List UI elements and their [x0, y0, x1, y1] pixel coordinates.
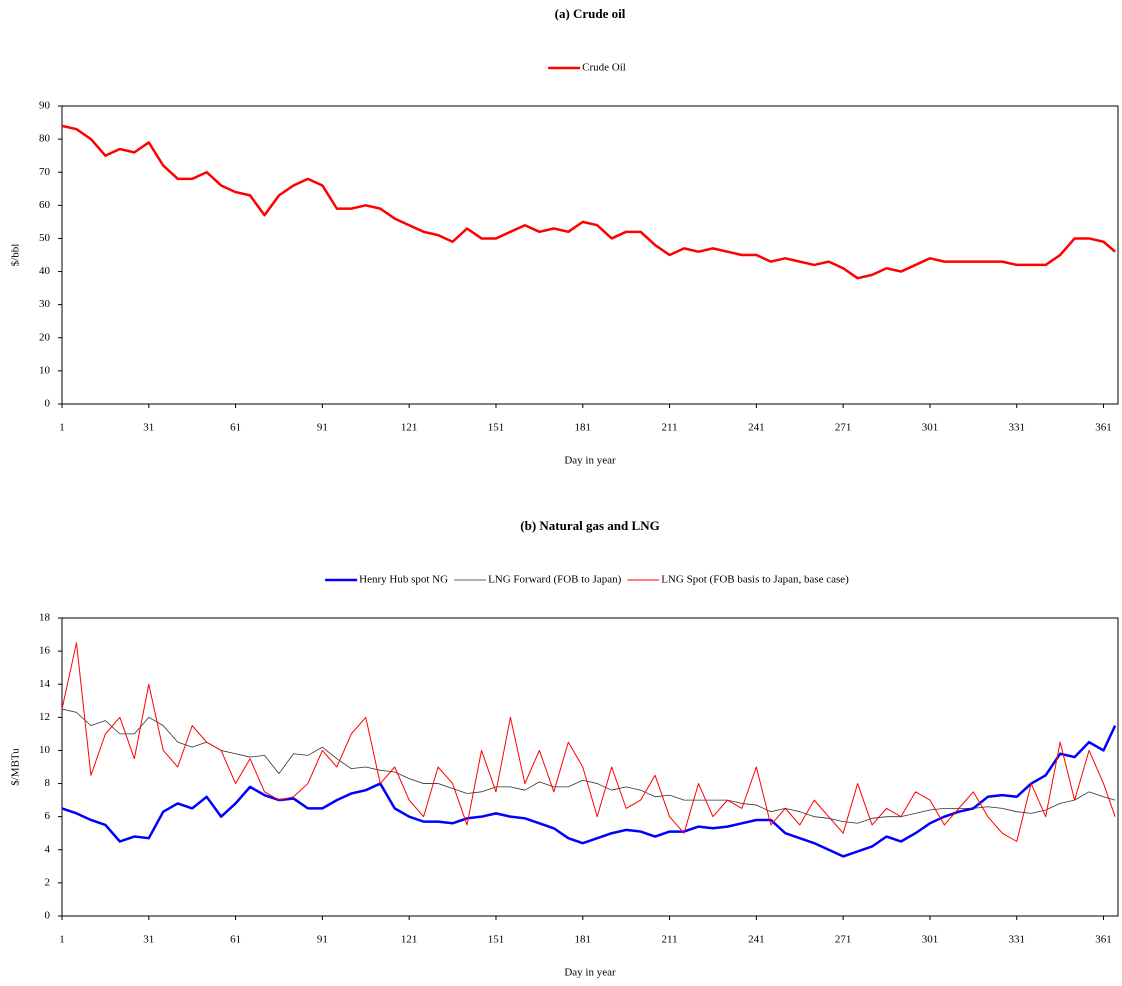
- legend-label: Henry Hub spot NG: [359, 574, 448, 586]
- x-axis-title: Day in year: [564, 455, 616, 467]
- y-tick-label: 0: [45, 910, 51, 922]
- y-tick-label: 14: [39, 678, 51, 690]
- y-axis-title: $/MBTu: [10, 748, 22, 786]
- x-tick-label: 121: [401, 934, 418, 946]
- y-tick-label: 80: [39, 133, 51, 145]
- y-tick-label: 10: [39, 744, 51, 756]
- series-line: [61, 642, 1116, 842]
- y-tick-label: 8: [45, 777, 51, 789]
- x-axis-title: Day in year: [564, 967, 616, 979]
- y-tick-label: 2: [45, 876, 51, 888]
- x-tick-label: 331: [1008, 422, 1025, 434]
- x-tick-label: 61: [230, 422, 241, 434]
- x-tick-label: 271: [835, 422, 852, 434]
- x-tick-label: 301: [922, 422, 939, 434]
- x-tick-label: 151: [488, 934, 505, 946]
- y-tick-label: 4: [45, 843, 51, 855]
- legend-label: Crude Oil: [582, 62, 626, 74]
- x-tick-label: 361: [1095, 934, 1112, 946]
- legend: Crude Oil: [548, 62, 626, 74]
- x-tick-label: 301: [922, 934, 939, 946]
- x-tick-label: 31: [143, 934, 154, 946]
- y-tick-label: 90: [39, 100, 51, 112]
- y-axis-title: $/bbl: [10, 244, 22, 267]
- plot-area: [61, 105, 1119, 405]
- x-tick-label: 361: [1095, 422, 1112, 434]
- y-tick-label: 6: [45, 810, 51, 822]
- x-tick-label: 1: [59, 422, 65, 434]
- legend: Henry Hub spot NG LNG Forward (FOB to Jap…: [325, 574, 849, 586]
- y-tick-label: 60: [39, 199, 51, 211]
- x-tick-label: 91: [317, 422, 328, 434]
- y-tick-label: 16: [39, 645, 51, 657]
- x-tick-label: 181: [575, 934, 592, 946]
- plot-area: [61, 617, 1119, 917]
- x-tick-label: 91: [317, 934, 328, 946]
- x-tick-label: 211: [662, 934, 678, 946]
- y-tick-label: 70: [39, 166, 51, 178]
- legend-label: LNG Forward (FOB to Japan): [488, 574, 622, 586]
- legend-label: LNG Spot (FOB basis to Japan, base case): [661, 574, 849, 586]
- x-tick-label: 271: [835, 934, 852, 946]
- x-tick-label: 151: [488, 422, 505, 434]
- y-tick-label: 20: [39, 331, 51, 343]
- y-tick-label: 10: [39, 364, 51, 376]
- x-tick-label: 211: [662, 422, 678, 434]
- x-tick-label: 61: [230, 934, 241, 946]
- x-tick-label: 181: [575, 422, 592, 434]
- chart-title: (b) Natural gas and LNG: [520, 518, 659, 533]
- y-tick-label: 50: [39, 232, 51, 244]
- y-tick-label: 30: [39, 298, 51, 310]
- y-tick-label: 40: [39, 265, 51, 277]
- x-tick-label: 241: [748, 934, 765, 946]
- x-tick-label: 31: [143, 422, 154, 434]
- series-line: [61, 725, 1117, 858]
- y-tick-label: 18: [39, 612, 51, 624]
- x-tick-label: 1: [59, 934, 65, 946]
- y-tick-label: 0: [45, 398, 51, 410]
- chart-title: (a) Crude oil: [555, 6, 626, 21]
- series-line: [61, 708, 1116, 824]
- y-tick-label: 12: [39, 711, 50, 723]
- x-tick-label: 331: [1008, 934, 1025, 946]
- x-tick-label: 121: [401, 422, 418, 434]
- x-tick-label: 241: [748, 422, 765, 434]
- series-line: [61, 124, 1116, 280]
